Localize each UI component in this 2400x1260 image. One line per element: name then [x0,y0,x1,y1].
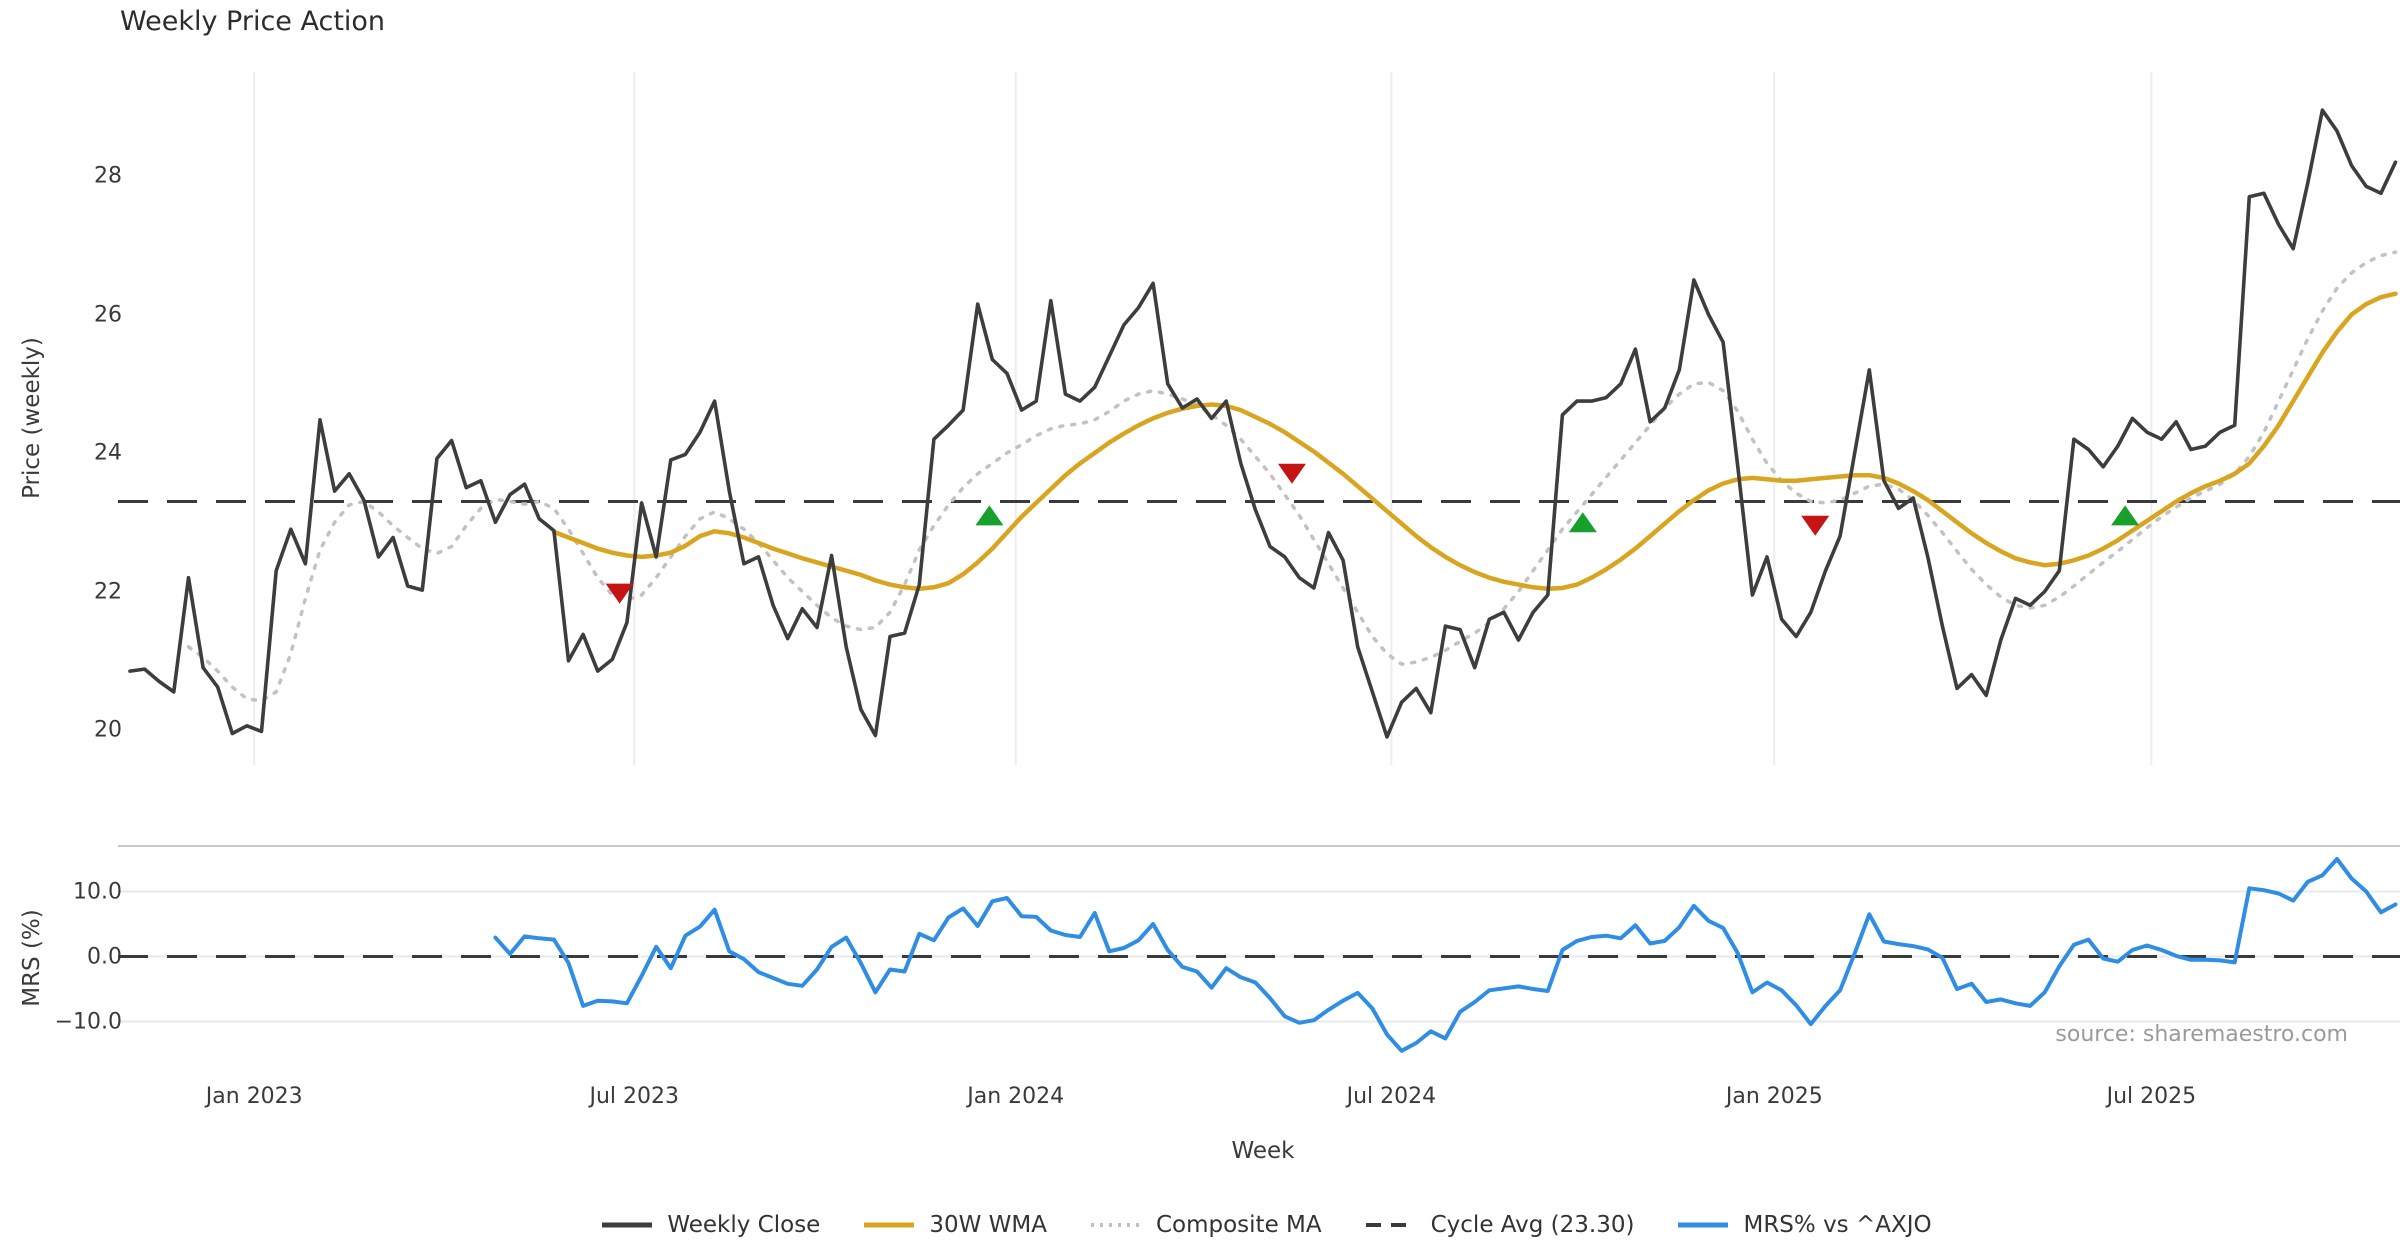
source-watermark: source: sharemaestro.com [2055,1022,2348,1047]
chart-legend: Weekly Close 30W WMA Composite MA Cycle … [66,1212,2400,1238]
legend-item-weekly-close: Weekly Close [600,1212,820,1238]
legend-item-30w-wma: 30W WMA [862,1212,1047,1238]
x-tick-label: Jan 2025 [1725,1084,1823,1109]
price-tick-label: 28 [94,163,122,189]
buy-signal-icon [1568,512,1597,533]
wma-swatch-icon [864,1222,915,1228]
mrs-tick-label: 10.0 [73,879,122,904]
mrs-tick-label: 0.0 [87,944,122,969]
price-tick-label: 26 [94,302,122,327]
sell-signal-icon [1801,515,1830,536]
buy-signal-icon [975,505,1004,526]
weekly-close-swatch-icon [602,1222,653,1228]
x-tick-label: Jul 2025 [2106,1084,2197,1109]
legend-label: Weekly Close [667,1212,821,1238]
mrs-line [493,857,2398,1053]
legend-item-mrs: MRS% vs ^AXJO [1676,1212,1932,1238]
legend-label: 30W WMA [929,1212,1047,1238]
x-tick-label: Jan 2023 [205,1084,303,1109]
mrs-tick-label: −10.0 [54,1009,122,1034]
legend-label: Composite MA [1155,1212,1322,1238]
legend-item-cycle-avg: Cycle Avg (23.30) [1364,1212,1635,1238]
x-axis-label: Week [1231,1138,1295,1164]
x-tick-label: Jul 2024 [1346,1084,1437,1109]
sell-signal-icon [1277,463,1306,484]
composite-ma-line [186,250,2398,703]
legend-label: MRS% vs ^AXJO [1743,1212,1932,1238]
chart-title: Weekly Price Action [120,6,386,37]
wma-line [551,291,2398,591]
price-tick-label: 22 [94,579,122,604]
x-tick-label: Jan 2024 [967,1084,1065,1109]
price-tick-label: 20 [94,717,122,743]
sell-signal-icon [605,583,634,604]
weekly-close-line [128,108,2398,739]
price-tick-label: 24 [94,440,122,466]
x-tick-label: Jul 2023 [589,1084,680,1109]
buy-signal-icon [2111,505,2140,526]
cycle-avg-swatch-icon [1365,1223,1416,1227]
price-axis-label: Price (weekly) [19,337,45,499]
mrs-swatch-icon [1678,1222,1729,1228]
legend-label: Cycle Avg (23.30) [1430,1212,1635,1238]
legend-item-composite-ma: Composite MA [1089,1212,1322,1238]
composite-ma-swatch-icon [1090,1223,1141,1227]
